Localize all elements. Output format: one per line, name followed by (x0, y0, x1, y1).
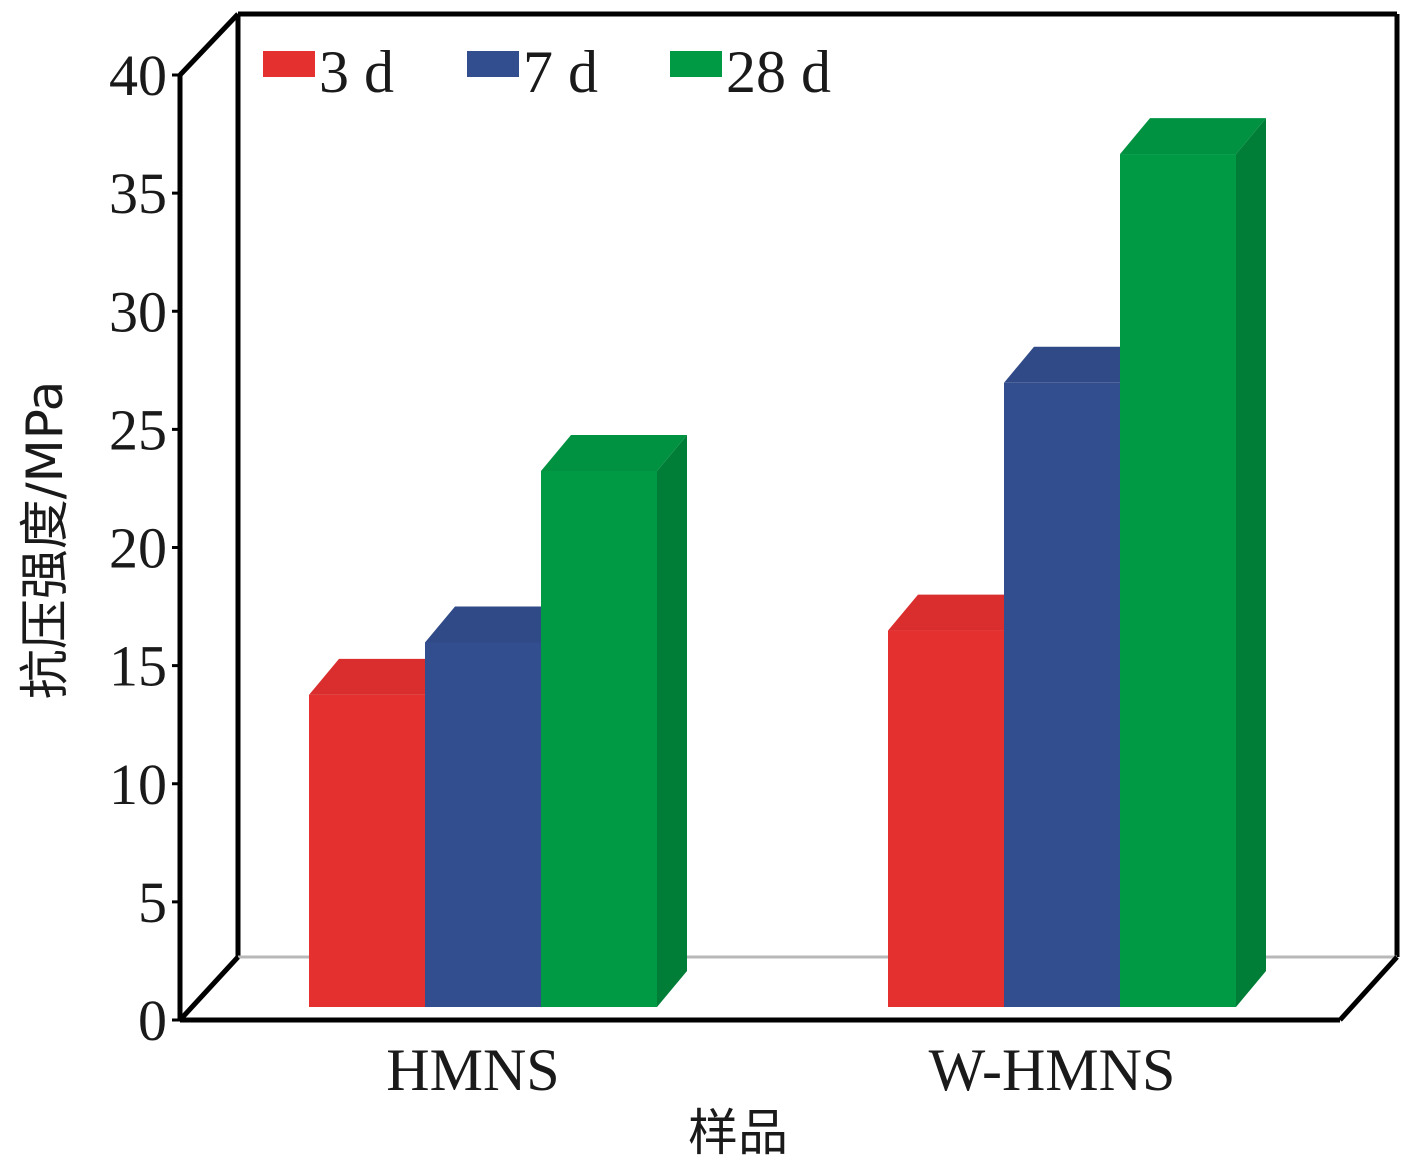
legend-item: 3 d (263, 39, 394, 105)
x-category-label: HMNS (386, 1037, 559, 1103)
y-tick-label: 40 (109, 43, 167, 108)
bar-top-face (1120, 118, 1266, 155)
bar-front-face (541, 470, 657, 1007)
y-tick-label: 15 (109, 634, 167, 699)
top-left-diagonal (178, 12, 240, 77)
bar (541, 434, 687, 1007)
bar-top-face (1004, 346, 1150, 383)
legend-label: 3 d (319, 39, 394, 105)
y-tick-label: 35 (109, 161, 167, 226)
y-tick-label: 5 (138, 870, 167, 935)
y-tick-label: 20 (109, 516, 167, 581)
y-axis-title: 抗压强度/MPa (16, 381, 74, 700)
floor-right-diagonal (1338, 955, 1399, 1022)
legend-swatch (670, 51, 722, 77)
legend-swatch (467, 51, 519, 77)
x-category-labels: HMNS W-HMNS (386, 1037, 1175, 1103)
bar-top-face (888, 594, 1034, 631)
bar-front-face (1120, 154, 1236, 1007)
bar-top-face (425, 606, 571, 643)
y-tick-label: 25 (109, 397, 167, 462)
bar-front-face (425, 642, 541, 1007)
bar-top-face (541, 434, 687, 471)
legend: 3 d 7 d 28 d (263, 39, 831, 105)
bar-front-face (888, 630, 1004, 1007)
floor-left-diagonal (178, 955, 240, 1022)
x-axis-title: 样品 (688, 1104, 788, 1162)
legend-label: 28 d (726, 39, 831, 105)
y-tick-group: 0 5 10 15 20 25 30 35 40 (109, 43, 182, 1053)
legend-item: 7 d (467, 39, 598, 105)
y-tick-label: 30 (109, 279, 167, 344)
y-tick-label: 10 (109, 752, 167, 817)
legend-item: 28 d (670, 39, 831, 105)
x-category-label: W-HMNS (929, 1037, 1176, 1103)
y-tick-label: 0 (138, 988, 167, 1053)
bar-front-face (309, 694, 425, 1007)
bar-group (309, 118, 1266, 1007)
bar-side-face (1236, 118, 1266, 1007)
bar-side-face (657, 434, 687, 1007)
bar-top-face (309, 658, 455, 695)
bar (1120, 118, 1266, 1007)
bar-front-face (1004, 382, 1120, 1007)
legend-swatch (263, 51, 315, 77)
legend-label: 7 d (523, 39, 598, 105)
